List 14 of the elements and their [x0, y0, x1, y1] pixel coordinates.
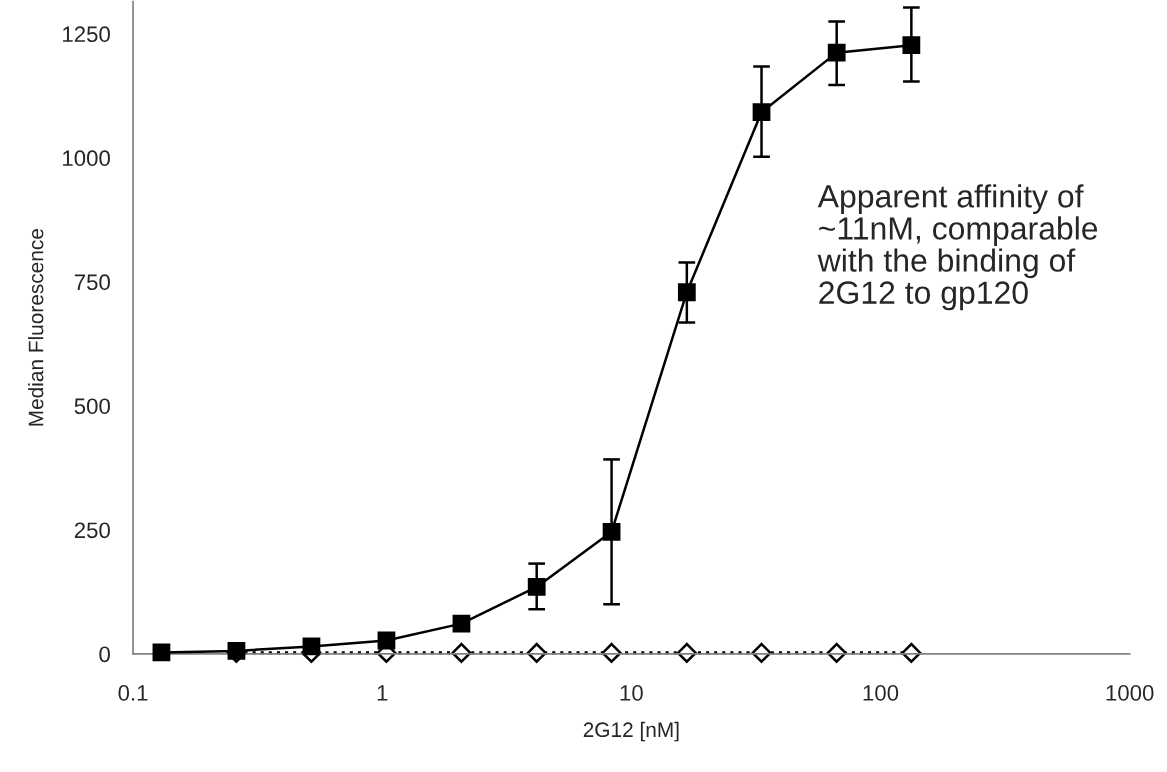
- annotation: Apparent affinity of ~11nM, comparable with the binding of 2G12 to gp120: [817, 184, 1098, 311]
- y-tick-label: 1250: [63, 26, 110, 43]
- x-tick-label: 1: [377, 685, 388, 701]
- y-tick-label: 1000: [63, 150, 110, 167]
- x-tick-label: 10: [620, 685, 643, 701]
- y-tick-label: 750: [74, 274, 110, 291]
- x-tick-label: 0.1: [118, 685, 148, 701]
- y-tick-label: 0: [99, 646, 110, 663]
- x-tick-label: 100: [863, 685, 899, 701]
- x-tick-label: 1000: [1106, 685, 1154, 701]
- y-tick-label: 500: [74, 398, 110, 415]
- y-tick-label: 250: [74, 522, 110, 539]
- y-axis-title: Median Fluorescence: [28, 229, 44, 426]
- x-axis-title: 2G12 [nM]: [583, 721, 679, 742]
